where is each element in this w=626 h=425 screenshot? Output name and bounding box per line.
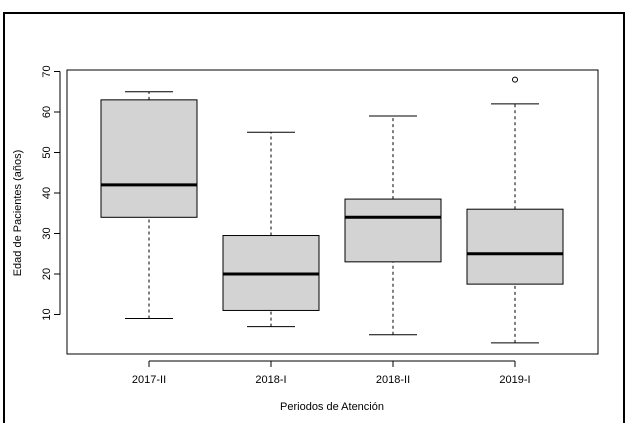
x-tick-label: 2017-II: [132, 374, 166, 386]
y-tick-label: 60: [41, 106, 53, 118]
y-tick-label: 30: [41, 227, 53, 239]
y-tick-label: 20: [41, 268, 53, 280]
box-group-2018-I: [222, 131, 320, 328]
x-tick-label: 2018-II: [376, 374, 410, 386]
plot-area-border: [66, 69, 599, 355]
y-tick-label: 70: [41, 65, 53, 77]
x-tick-label: 2019-I: [499, 374, 530, 386]
box-group-2018-II: [344, 115, 442, 336]
outer-frame: [3, 12, 625, 423]
box-group-2019-I: [466, 76, 564, 344]
x-axis-title: Periodos de Atención: [280, 401, 384, 413]
boxes-layer: [100, 76, 564, 344]
x-axis: 2017-II 2018-I 2018-II 2019-I: [132, 360, 531, 386]
y-tick-label: 10: [41, 308, 53, 320]
y-axis: 10 20 30 40 50 60 70: [41, 65, 61, 321]
outlier-point: [512, 76, 518, 83]
box-iqr: [466, 208, 564, 285]
box-group-2017-II: [100, 91, 198, 320]
x-tick-label: 2018-I: [255, 374, 286, 386]
y-tick-label: 50: [41, 146, 53, 158]
y-tick-label: 40: [41, 187, 53, 199]
box-iqr: [100, 99, 198, 218]
box-iqr: [344, 198, 442, 263]
y-axis-title: Edad de Pacientes (años): [12, 150, 24, 277]
